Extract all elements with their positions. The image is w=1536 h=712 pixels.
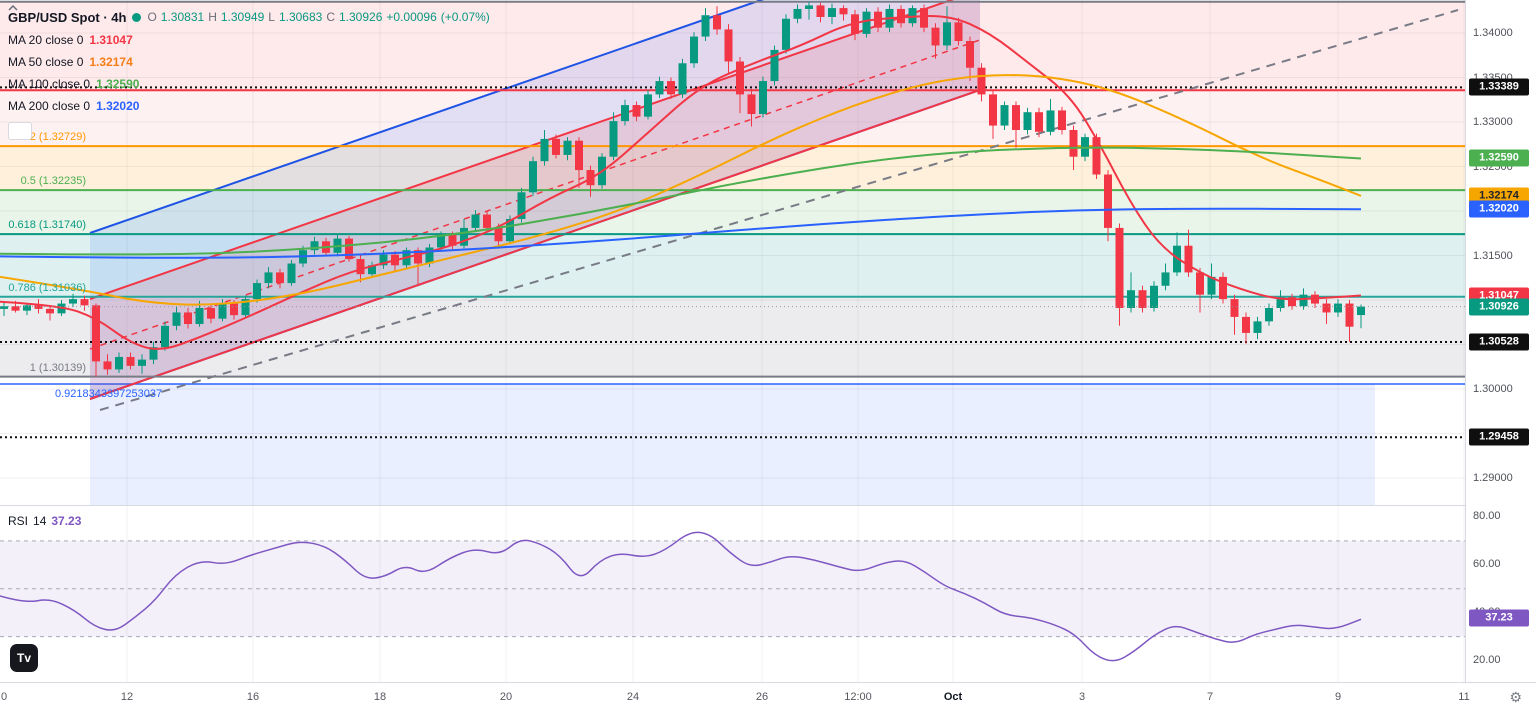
- rsi-legend-row[interactable]: RSI 14 37.23: [8, 514, 81, 528]
- rsi-pane[interactable]: RSI 14 37.23: [0, 505, 1465, 682]
- ma100-value: 1.32590: [96, 77, 140, 91]
- rsi-length: 14: [33, 514, 47, 528]
- price-tick-label: 1.33000: [1473, 116, 1513, 128]
- symbol-title: GBP/USD Spot · 4h: [8, 9, 127, 25]
- fib-level-label: 0.618 (1.31740): [8, 219, 86, 232]
- price-badge: 1.32174: [1469, 187, 1529, 204]
- high-value: 1.30949: [220, 10, 265, 24]
- price-badge: 1.29458: [1469, 428, 1529, 446]
- ma200-legend-row[interactable]: MA 200 close 0 1.32020: [8, 95, 490, 117]
- ma200-label: MA 200 close 0: [8, 99, 91, 113]
- channel-ratio-label: 0.9218343397253037: [55, 388, 163, 400]
- price-badge: 1.32020: [1469, 200, 1529, 218]
- open-key: O: [147, 10, 157, 24]
- price-badge: 1.30528: [1469, 333, 1529, 351]
- fib-level-label: 0.786 (1.31036): [8, 281, 86, 294]
- price-badge: 1.30926: [1469, 298, 1529, 316]
- time-label: 9: [1334, 691, 1342, 703]
- time-label: 12:00: [844, 691, 872, 703]
- low-key: L: [268, 10, 275, 24]
- time-label: 0: [0, 691, 8, 703]
- time-label: 16: [246, 691, 260, 703]
- close-key: C: [326, 10, 335, 24]
- price-chart-canvas[interactable]: [0, 0, 1465, 505]
- chevron-up-icon: [8, 5, 18, 11]
- time-label: 11: [1458, 691, 1470, 703]
- time-label: 7: [1206, 691, 1214, 703]
- price-axis[interactable]: 1.340001.335001.330001.325001.320001.315…: [1465, 0, 1536, 682]
- low-value: 1.30683: [278, 10, 323, 24]
- settings-gear-icon[interactable]: ⚙: [1509, 689, 1522, 705]
- close-value: 1.30926: [339, 10, 383, 24]
- legend-collapse-button[interactable]: [8, 5, 32, 140]
- rsi-name: RSI: [8, 514, 29, 528]
- change-value: +0.00096: [386, 10, 437, 24]
- price-badge: 1.32590: [1469, 149, 1529, 167]
- price-tick-label: 1.34000: [1473, 27, 1513, 39]
- ma100-label: MA 100 close 0: [8, 77, 91, 91]
- ma20-label: MA 20 close 0: [8, 33, 84, 47]
- rsi-canvas[interactable]: [0, 506, 1465, 682]
- ma50-label: MA 50 close 0: [8, 55, 84, 69]
- symbol-logo-icon: [132, 12, 142, 22]
- rsi-tick-label: 20.00: [1473, 653, 1501, 666]
- rsi-tick-label: 80.00: [1473, 510, 1501, 522]
- open-value: 1.30831: [160, 10, 205, 24]
- rsi-badge: 37.23: [1469, 609, 1529, 627]
- ma50-legend-row[interactable]: MA 50 close 0 1.32174: [8, 51, 490, 73]
- rsi-value: 37.23: [51, 514, 82, 528]
- price-pane[interactable]: 0 (1.34351)0.382 (1.32729)0.5 (1.32235)0…: [0, 0, 1465, 505]
- time-label: 20: [499, 691, 513, 703]
- price-badge: 1.33389: [1469, 78, 1529, 96]
- rsi-tick-label: 60.00: [1473, 557, 1501, 570]
- change-percent: (+0.07%): [440, 10, 490, 24]
- high-key: H: [208, 10, 217, 24]
- time-label: 26: [755, 691, 769, 703]
- time-label: 3: [1078, 691, 1086, 703]
- ma50-value: 1.32174: [89, 55, 133, 69]
- ma200-value: 1.32020: [96, 99, 140, 113]
- ohlc-readout: O 1.30831 H 1.30949 L 1.30683 C 1.30926 +0.0…: [147, 10, 489, 24]
- fib-level-label: 0.5 (1.32235): [20, 175, 86, 188]
- time-label: 18: [373, 691, 387, 703]
- price-tick-label: 1.30000: [1473, 383, 1513, 395]
- tradingview-logo[interactable]: Tv: [10, 644, 38, 672]
- chart-legend: GBP/USD Spot · 4h O 1.30831 H 1.30949 L 1.3…: [8, 5, 490, 140]
- time-label: 24: [626, 691, 640, 703]
- ma20-value: 1.31047: [89, 33, 133, 47]
- time-label: 12: [120, 691, 134, 703]
- ma100-legend-row[interactable]: MA 100 close 0 1.32590: [8, 73, 490, 95]
- price-tick-label: 1.31500: [1473, 249, 1513, 262]
- time-label: Oct: [943, 691, 963, 703]
- time-axis[interactable]: ⚙ 0 12 16 18 20 24 26 12:00 Oct 3 7 9 11: [0, 682, 1536, 712]
- price-tick-label: 1.29000: [1473, 472, 1513, 484]
- fib-level-label: 1 (1.30139): [29, 361, 86, 374]
- ma20-legend-row[interactable]: MA 20 close 0 1.31047: [8, 29, 490, 51]
- symbol-legend-row[interactable]: GBP/USD Spot · 4h O 1.30831 H 1.30949 L 1.3…: [8, 5, 490, 29]
